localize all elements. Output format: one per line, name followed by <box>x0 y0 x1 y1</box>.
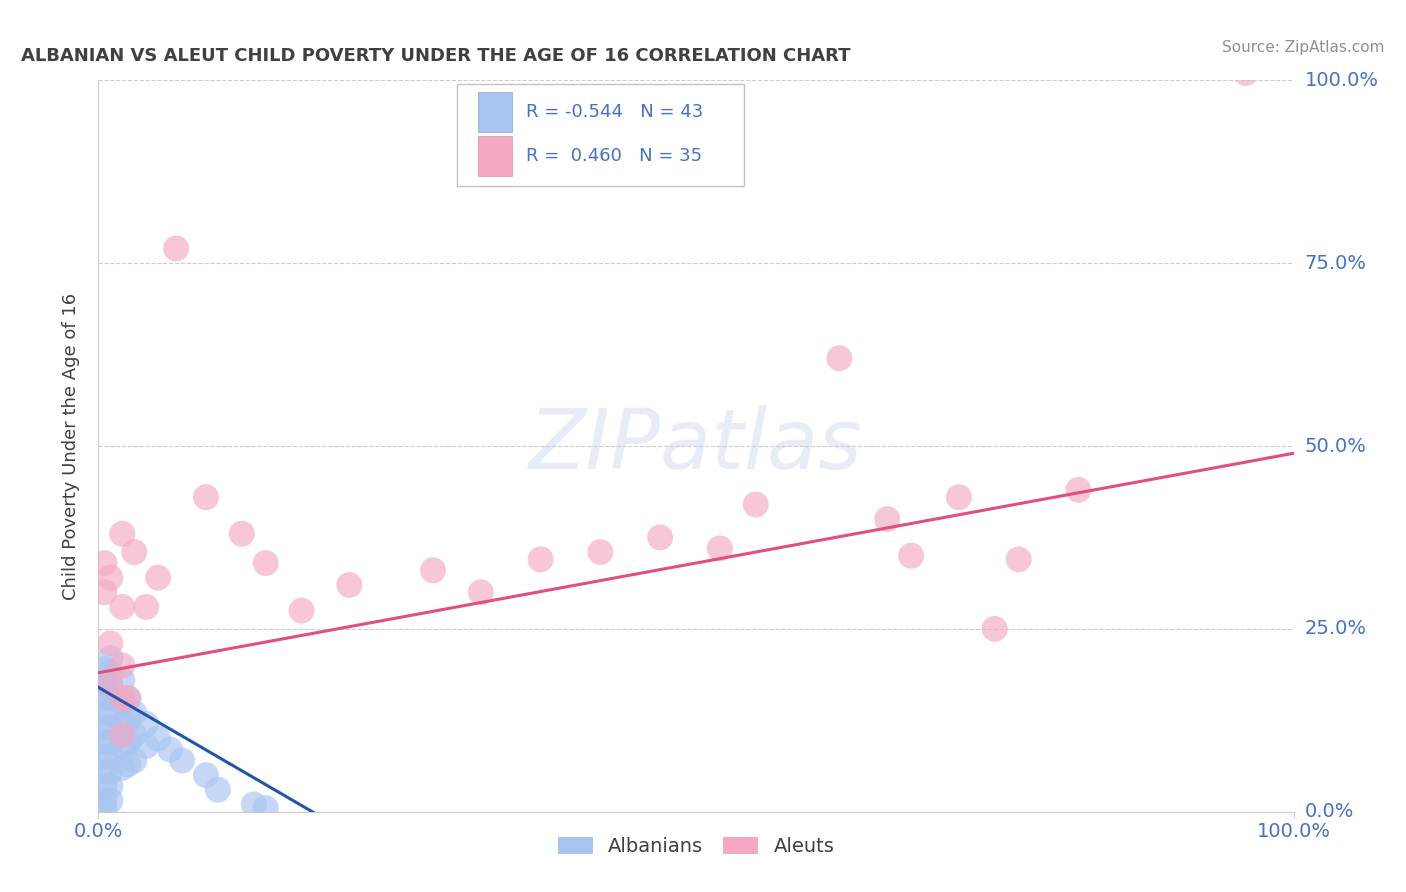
Legend: Albanians, Aleuts: Albanians, Aleuts <box>550 830 842 864</box>
Point <box>948 490 970 504</box>
Point <box>291 603 314 617</box>
Point <box>159 742 181 756</box>
Point <box>530 552 553 566</box>
Point <box>172 754 194 768</box>
FancyBboxPatch shape <box>478 136 512 176</box>
Point <box>124 706 146 720</box>
Point <box>648 530 672 544</box>
Point <box>98 636 122 650</box>
Point <box>98 735 122 749</box>
Point <box>111 717 134 731</box>
Point <box>93 794 115 808</box>
Point <box>135 599 157 614</box>
Point <box>98 571 122 585</box>
Point <box>1067 483 1090 497</box>
Point <box>165 242 187 256</box>
Point <box>231 526 253 541</box>
Point <box>117 735 139 749</box>
Point <box>900 549 922 563</box>
Point <box>93 801 115 815</box>
Point <box>195 768 218 782</box>
Point <box>339 578 361 592</box>
Point <box>111 761 134 775</box>
Point <box>1234 66 1257 80</box>
Point <box>111 658 134 673</box>
Point <box>207 782 229 797</box>
Text: R = -0.544   N = 43: R = -0.544 N = 43 <box>526 103 703 120</box>
Text: 100.0%: 100.0% <box>1305 70 1379 90</box>
Point <box>98 794 122 808</box>
Point <box>117 691 139 706</box>
Point <box>111 695 134 709</box>
Point <box>93 556 115 570</box>
Point <box>254 556 277 570</box>
Point <box>93 662 115 676</box>
Point <box>422 563 444 577</box>
Point <box>243 797 266 812</box>
Point <box>135 717 157 731</box>
Text: Source: ZipAtlas.com: Source: ZipAtlas.com <box>1222 40 1385 55</box>
Point <box>124 754 146 768</box>
Point <box>254 801 277 815</box>
Point <box>93 691 115 706</box>
Point <box>745 498 768 512</box>
Point <box>93 749 115 764</box>
Point <box>93 764 115 779</box>
Point <box>93 721 115 735</box>
Text: ZIPatlas: ZIPatlas <box>529 406 863 486</box>
Point <box>93 735 115 749</box>
Point <box>876 512 898 526</box>
Y-axis label: Child Poverty Under the Age of 16: Child Poverty Under the Age of 16 <box>62 293 80 599</box>
Text: ALBANIAN VS ALEUT CHILD POVERTY UNDER THE AGE OF 16 CORRELATION CHART: ALBANIAN VS ALEUT CHILD POVERTY UNDER TH… <box>21 47 851 65</box>
Point <box>111 728 134 742</box>
Point <box>93 706 115 720</box>
Point <box>124 545 146 559</box>
Point <box>195 490 218 504</box>
Point <box>1008 552 1031 566</box>
Text: R =  0.460   N = 35: R = 0.460 N = 35 <box>526 146 703 165</box>
Point <box>98 764 122 779</box>
Point <box>135 739 157 753</box>
Point <box>98 676 122 690</box>
Point <box>111 739 134 753</box>
Point <box>828 351 851 366</box>
Point <box>98 665 122 680</box>
Point <box>589 545 612 559</box>
Point <box>98 706 122 720</box>
Point <box>98 779 122 793</box>
Point <box>98 651 122 665</box>
Text: 25.0%: 25.0% <box>1305 619 1367 639</box>
Point <box>117 714 139 728</box>
Point <box>709 541 731 556</box>
Point <box>98 749 122 764</box>
Point <box>93 676 115 690</box>
Point <box>111 599 134 614</box>
Point <box>984 622 1007 636</box>
FancyBboxPatch shape <box>457 84 744 186</box>
Point <box>117 691 139 706</box>
Point <box>148 571 170 585</box>
Text: 0.0%: 0.0% <box>1305 802 1354 822</box>
Point <box>470 585 492 599</box>
Point <box>111 691 134 706</box>
Point <box>124 728 146 742</box>
Point <box>98 681 122 695</box>
Text: 75.0%: 75.0% <box>1305 253 1367 273</box>
Text: 50.0%: 50.0% <box>1305 436 1367 456</box>
Point <box>98 721 122 735</box>
Point <box>98 691 122 706</box>
FancyBboxPatch shape <box>478 92 512 132</box>
Point <box>111 673 134 687</box>
Point <box>93 779 115 793</box>
Point <box>111 526 134 541</box>
Point <box>93 585 115 599</box>
Point <box>148 731 170 746</box>
Point <box>117 757 139 772</box>
